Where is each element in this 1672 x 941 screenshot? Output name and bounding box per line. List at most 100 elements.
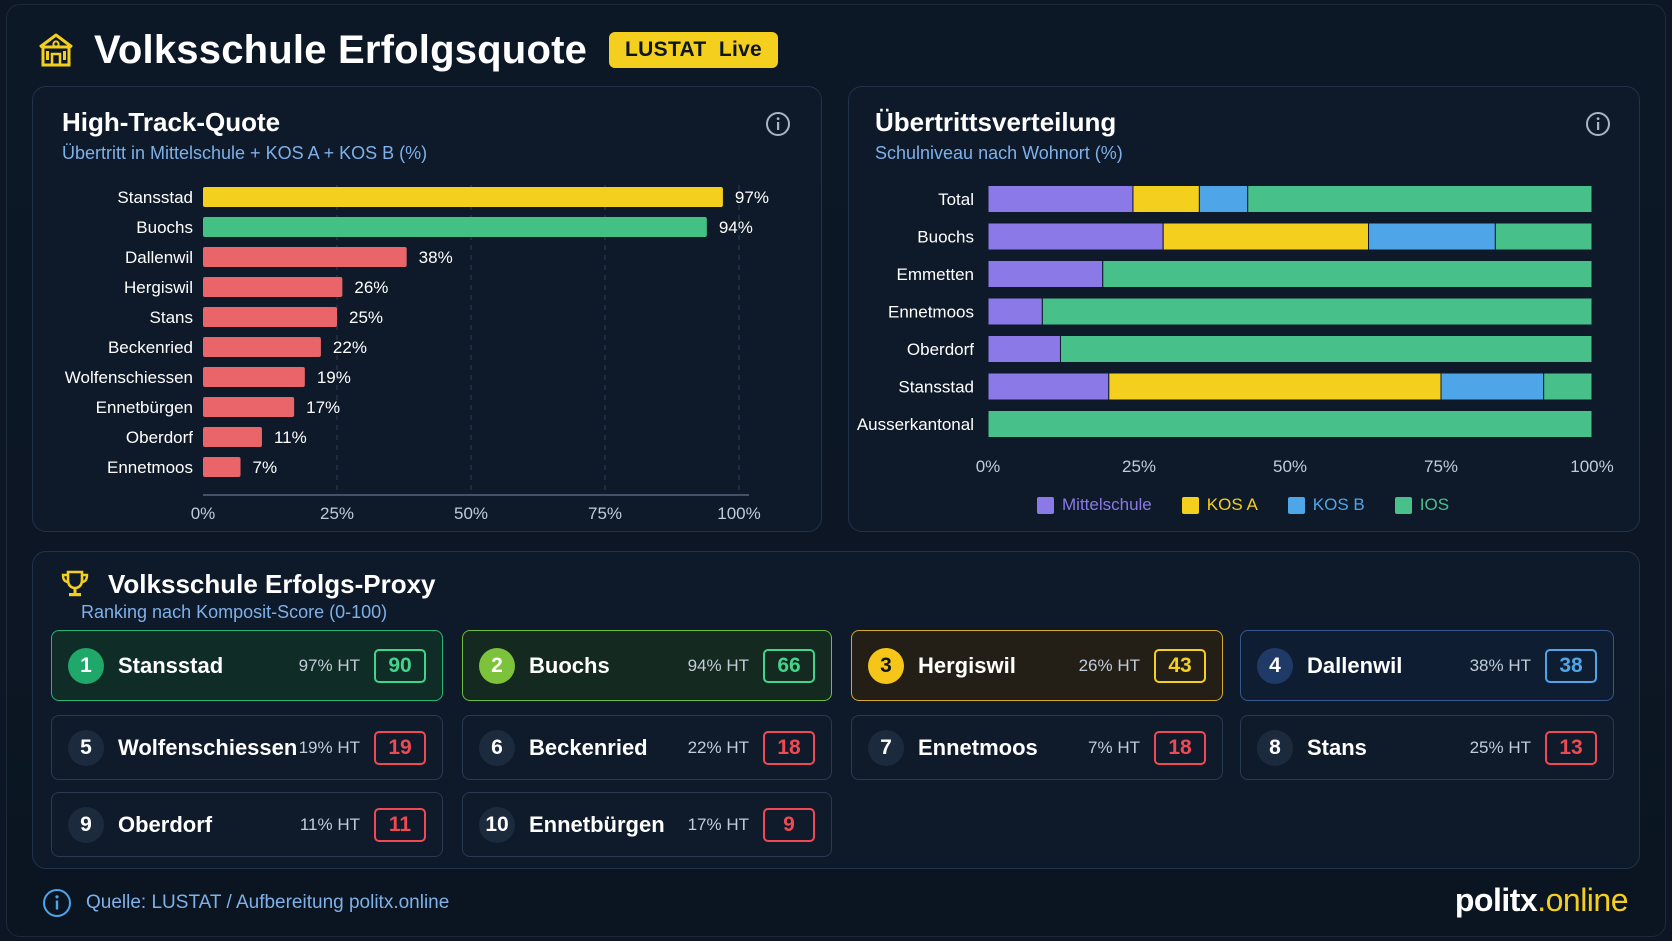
high-track-share: 7% HT [1088,737,1140,757]
rank-number: 6 [479,729,515,766]
x-tick-label: 25% [320,504,354,523]
legend-swatch [1394,496,1412,514]
x-tick-label: 100% [1570,457,1613,476]
municipality-name: Beckenried [529,734,648,760]
data-label: 22% [333,338,367,357]
high-track-share: 25% HT [1469,737,1531,757]
legend-swatch [1181,496,1199,514]
high-track-share: 11% HT [299,814,360,834]
brand-logo[interactable]: politx.online [1455,882,1629,919]
rank-number: 5 [68,729,104,766]
ranking-card[interactable]: 6 Beckenried 22% HT 18 [462,715,832,780]
legend-label: KOS B [1312,495,1365,514]
info-icon[interactable] [765,111,791,137]
bar-segment [987,410,1593,438]
data-label: 17% [306,398,340,417]
municipality-name: Hergiswil [918,652,1016,678]
ranking-card[interactable]: 2 Buochs 94% HT 66 [462,630,832,701]
brand-tld: .online [1537,882,1628,918]
y-tick-label: Total [938,190,974,209]
data-label: 25% [349,308,383,327]
rank-number: 3 [868,647,904,684]
legend-swatch [1037,496,1054,514]
distribution-chart: Total Buochs Emmetten Ennetmoos Oberdorf Stan… [857,185,1614,476]
ranking-card[interactable]: 9 Oberdorf 11% HT 11 [51,792,443,857]
ranking-card[interactable]: 8 Stans 25% HT 13 [1240,715,1614,780]
score-badge: 13 [1545,730,1597,765]
data-label: 94% [719,218,753,237]
score-badge: 11 [374,807,426,842]
rank-number: 9 [68,806,104,843]
score-badge: 18 [763,730,815,765]
distribution-panel: Übertrittsverteilung Schulniveau nach Wo… [848,86,1640,532]
bar-segment [1198,185,1249,213]
bar [203,247,407,267]
bar-segment [1132,185,1200,213]
high-track-share: 38% HT [1469,655,1531,675]
school-icon [39,33,73,67]
y-tick-label: Stansstad [117,188,193,207]
legend-item: IOS [1394,495,1449,515]
ranking-subtitle: Ranking nach Komposit-Score (0-100) [81,602,388,622]
y-tick-label: Beckenried [108,338,193,357]
high-track-share: 17% HT [687,814,749,834]
municipality-name: Oberdorf [118,811,213,837]
y-tick-label: Ennetmoos [107,458,193,477]
y-tick-label: Ennetmoos [888,303,974,322]
bar-segment [1102,260,1593,288]
rank-number: 1 [68,647,104,684]
y-tick-label: Stansstad [898,378,974,397]
bar-segment [1494,222,1593,251]
data-label: 7% [253,458,278,477]
ranking-card[interactable]: 4 Dallenwil 38% HT 38 [1240,630,1614,701]
bar-segment [987,372,1110,401]
ranking-card[interactable]: 10 Ennetbürgen 17% HT 9 [462,792,832,857]
bar [203,187,723,207]
ranking-card[interactable]: 3 Hergiswil 26% HT 43 [851,630,1223,701]
data-label: 26% [354,278,388,297]
legend-item: KOS A [1181,495,1258,515]
page-title: Volksschule Erfolgsquote [94,27,588,72]
ranking-card[interactable]: 7 Ennetmoos 7% HT 18 [851,715,1223,780]
ranking-card[interactable]: 5 Wolfenschiessen 19% HT 19 [51,715,443,780]
data-label: 11% [274,428,307,447]
x-tick-label: 100% [717,504,760,523]
high-track-share: 22% HT [687,737,749,757]
x-tick-label: 0% [976,457,1001,476]
bar-segment [1368,222,1496,251]
municipality-name: Dallenwil [1307,652,1403,678]
panel-title: Übertrittsverteilung [875,107,1117,137]
high-track-share: 26% HT [1078,655,1140,675]
score-badge: 38 [1545,648,1597,683]
high-track-chart: 0% 25% 50% 75% 100% Stansstad 97% Buochs 94% Dall… [65,185,769,523]
x-tick-label: 0% [191,504,216,523]
municipality-name: Ennetmoos [918,734,1038,760]
ranking-card[interactable]: 1 Stansstad 97% HT 90 [51,630,443,701]
info-icon [43,889,71,917]
live-badge: LUSTAT Live [609,32,779,68]
bar [203,307,337,327]
ranking-title: Volksschule Erfolgs-Proxy [108,569,436,599]
bar [203,337,321,357]
trophy-icon [61,570,89,597]
source-text: Quelle: LUSTAT / Aufbereitung politx.onl… [86,892,450,913]
score-badge: 9 [763,807,815,842]
bar-segment [987,297,1043,326]
y-tick-label: Buochs [136,218,193,237]
score-badge: 43 [1154,648,1206,683]
bar-segment [987,260,1104,288]
y-tick-label: Stans [150,308,193,327]
legend-item: Mittelschule [1037,495,1152,515]
bar-segment [1162,222,1370,251]
legend-label: KOS A [1206,495,1258,514]
municipality-name: Wolfenschiessen [118,734,298,760]
municipality-name: Stans [1307,734,1367,760]
legend-swatch [1287,496,1305,514]
y-tick-label: Oberdorf [907,340,974,359]
data-label: 38% [419,248,453,267]
bar [203,277,343,297]
high-track-share: 97% HT [298,655,360,675]
info-icon[interactable] [1585,111,1611,137]
high-track-panel: High-Track-Quote Übertritt in Mittelschu… [32,86,822,532]
chart-legend: Mittelschule KOS A KOS B IOS [1037,495,1449,515]
